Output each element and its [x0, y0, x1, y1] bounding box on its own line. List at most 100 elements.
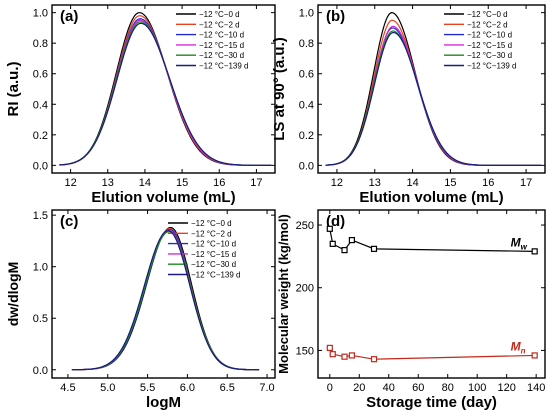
y-tick-label: 1.0	[299, 8, 314, 20]
y-tick-label: 1.5	[33, 210, 48, 222]
x-tick-label: 4.5	[60, 382, 75, 394]
x-tick-label: 60	[412, 382, 424, 394]
x-tick-label: 6.0	[180, 382, 195, 394]
x-tick-label: 40	[383, 382, 395, 394]
x-tick-label: 120	[497, 382, 515, 394]
x-tick-label: 17	[250, 177, 262, 189]
x-axis-title: Elution volume (mL)	[359, 189, 503, 206]
x-tick-label: 14	[406, 177, 418, 189]
data-point	[348, 236, 356, 244]
legend-label: −12 °C−139 d	[191, 271, 240, 280]
x-tick-label: 20	[353, 382, 365, 394]
x-axis-title: logM	[146, 394, 181, 411]
x-axis-title: Elution volume (mL)	[91, 189, 235, 206]
legend-label: −12 °C−139 d	[467, 62, 516, 71]
y-tick-label: 0.8	[299, 38, 314, 50]
series-line	[325, 31, 542, 166]
panel-a: 12 13 14 15 16 17 0.0 0.2 0.4 0.6 0.8 1.0 Elution vo…	[5, 4, 276, 206]
plot-frame	[317, 209, 546, 379]
x-tick-label: 16	[482, 177, 494, 189]
y-tick-label: 0.0	[299, 160, 314, 172]
x-tick-label: 6.5	[220, 382, 235, 394]
x-tick-label: 12	[331, 177, 343, 189]
y-tick-label: 0.4	[299, 99, 314, 111]
series-annotation: Mn	[511, 339, 526, 355]
data-point	[341, 247, 348, 254]
x-tick-label: 13	[369, 177, 381, 189]
data-point	[329, 351, 336, 358]
y-tick-label: 250	[296, 220, 314, 232]
y-tick-label: 150	[296, 345, 314, 357]
data-point	[531, 352, 538, 359]
legend-label: −12 °C−2 d	[191, 229, 232, 238]
x-tick-label: 12	[64, 177, 76, 189]
y-axis-title: dw/dlogM	[5, 262, 21, 327]
x-tick-label: 100	[468, 382, 486, 394]
panel-label: (a)	[60, 8, 78, 25]
y-tick-label: 0.6	[299, 69, 314, 81]
legend-label: −12 °C−10 d	[191, 240, 236, 249]
panel-b: 12 13 14 15 16 17 0.0 0.2 0.4 0.6 0.8 1.0 Elution vo…	[271, 4, 546, 206]
data-point	[326, 344, 333, 352]
series-line	[329, 347, 535, 360]
data-point	[370, 356, 378, 363]
data-point	[326, 225, 333, 232]
x-tick-label: 80	[442, 382, 454, 394]
y-tick-label: 0.8	[33, 38, 48, 50]
x-tick-label: 13	[102, 177, 114, 189]
legend-label: −12 °C−10 d	[467, 31, 512, 40]
plot-frame	[317, 4, 546, 174]
y-tick-label: 0.6	[33, 69, 48, 81]
panel-d: 0 20 40 60 80 100 120 140 150 200 250 Storage time …	[276, 209, 546, 411]
legend-label: −12 °C−2 d	[199, 20, 240, 29]
x-tick-label: 15	[444, 177, 456, 189]
data-point	[341, 353, 348, 360]
legend-label: −12 °C−15 d	[199, 41, 244, 50]
y-tick-label: 0.5	[33, 313, 48, 325]
data-point	[329, 240, 336, 247]
legend-label: −12 °C−0 d	[467, 10, 508, 19]
legend-label: −12 °C−30 d	[199, 51, 244, 60]
x-tick-label: 140	[527, 382, 545, 394]
legend-label: −12 °C−15 d	[191, 250, 236, 259]
data-point	[348, 352, 356, 359]
series-line	[71, 230, 260, 371]
y-axis-title: Molecular weight (kg/mol)	[276, 214, 291, 374]
y-axis-title: LS at 90° (a.u.)	[271, 37, 288, 141]
y-tick-label: 0.4	[33, 99, 48, 111]
x-axis-title: Storage time (day)	[366, 394, 497, 411]
panel-label: (c)	[60, 213, 78, 230]
plot-frame	[51, 4, 276, 174]
plot-frame	[51, 209, 276, 379]
panel-label: (b)	[326, 8, 345, 25]
x-tick-label: 5.0	[100, 382, 115, 394]
x-tick-label: 7.0	[259, 382, 274, 394]
x-tick-label: 5.5	[140, 382, 155, 394]
y-tick-label: 0.2	[299, 130, 314, 142]
legend-label: −12 °C−15 d	[467, 41, 512, 50]
series-annotation: Mw	[511, 235, 528, 251]
legend-label: −12 °C−139 d	[199, 62, 248, 71]
x-tick-label: 16	[213, 177, 225, 189]
data-point	[370, 245, 378, 252]
x-tick-label: 0	[327, 382, 333, 394]
x-tick-label: 17	[520, 177, 532, 189]
legend-label: −12 °C−0 d	[191, 219, 232, 228]
data-point	[531, 248, 538, 255]
x-tick-label: 14	[139, 177, 151, 189]
y-tick-label: 0.2	[33, 130, 48, 142]
y-tick-label: 0.0	[33, 365, 48, 377]
legend-label: −12 °C−30 d	[467, 51, 512, 60]
x-tick-label: 15	[176, 177, 188, 189]
y-axis-title: RI (a.u.)	[5, 61, 22, 116]
panel-c: 4.5 5.0 5.5 6.0 6.5 7.0 0.0 0.5 1.0 1.5 logM dw/dlo…	[5, 209, 276, 411]
series-line	[71, 226, 260, 371]
legend-label: −12 °C−30 d	[191, 260, 236, 269]
y-tick-label: 1.0	[33, 8, 48, 20]
legend-label: −12 °C−10 d	[199, 31, 244, 40]
y-tick-label: 1.0	[33, 262, 48, 274]
y-tick-label: 0.0	[33, 160, 48, 172]
y-tick-label: 200	[296, 283, 314, 295]
legend-label: −12 °C−0 d	[199, 10, 240, 19]
